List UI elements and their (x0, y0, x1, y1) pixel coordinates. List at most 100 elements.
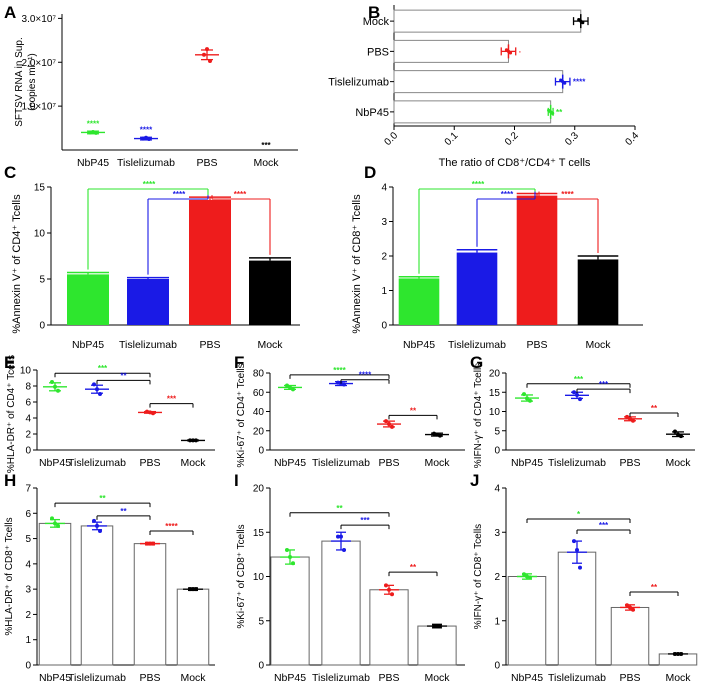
data-point (432, 431, 436, 436)
data-point (56, 523, 60, 528)
x-tick-label: Tislelizumab (68, 672, 126, 682)
data-point (95, 387, 99, 392)
x-tick-label: NbP45 (274, 672, 306, 682)
x-tick-label: NbP45 (39, 672, 71, 682)
data-point (151, 411, 155, 416)
x-tick-label: PBS (378, 672, 399, 682)
data-point (628, 416, 632, 421)
x-tick-label: 0.0 (383, 130, 401, 148)
y-tick-label: 10 (253, 572, 265, 583)
data-point (56, 388, 60, 393)
y-tick-label: 1 (494, 616, 500, 627)
data-point (336, 534, 340, 539)
data-point (53, 384, 57, 389)
panel-letter: H (4, 471, 16, 490)
x-tick-label: Tislelizumab (312, 672, 370, 682)
x-tick-label: Mock (665, 672, 691, 682)
y-tick-label: 80 (253, 369, 265, 380)
sig-label: ** (120, 507, 127, 516)
y-tick-label: 0 (381, 321, 387, 332)
y-axis-label: %Annexin V⁺ of CD8⁺ Tcells (351, 194, 363, 334)
y-axis-label: SFTSV RNA in Sup. (14, 37, 25, 126)
y-tick-label: Tislelizumab (328, 77, 389, 89)
sig-label: **** (165, 522, 178, 531)
y-tick-label: 0 (494, 446, 500, 457)
data-point (628, 605, 632, 610)
panel-letter: D (364, 163, 376, 182)
data-point (92, 518, 96, 523)
data-point (342, 382, 346, 387)
data-point (387, 422, 391, 427)
data-point (575, 547, 579, 552)
bar (38, 522, 72, 666)
data-point (625, 603, 629, 608)
data-point (208, 58, 212, 63)
sig-label: ** (410, 406, 417, 415)
panel-I: I 0 5 10 15 20 NbP45 Tislelizumab PBS Mock %Ki-67⁺… (234, 471, 465, 682)
x-tick-label: Tislelizumab (68, 457, 126, 469)
data-point (285, 383, 289, 388)
y-tick-label: 3 (25, 585, 31, 596)
x-tick-label: PBS (526, 339, 547, 351)
sig-label: **** (234, 190, 247, 199)
data-point (144, 135, 148, 140)
bar (393, 39, 509, 63)
x-tick-label: Mock (424, 457, 450, 469)
panel-letter: I (234, 471, 239, 490)
y-tick-label: 5 (258, 616, 264, 627)
y-tick-label: 0 (258, 446, 264, 457)
y-tick-label: 2 (494, 572, 500, 583)
data-point (194, 438, 198, 443)
data-point (205, 47, 209, 52)
data-point (188, 587, 192, 592)
sig-label: ** (651, 583, 658, 592)
sig-label: ** (99, 494, 106, 503)
data-point (390, 592, 394, 597)
y-tick-label: 40 (253, 407, 265, 418)
x-tick-label: Tislelizumab (312, 457, 370, 469)
y-tick-label: 6 (25, 509, 31, 520)
x-tick-label: PBS (619, 457, 640, 469)
x-tick-label: NbP45 (39, 457, 71, 469)
data-point (141, 136, 145, 141)
x-tick-label: Mock (180, 457, 206, 469)
panel-letter: G (470, 353, 483, 372)
y-tick-label: Mock (363, 16, 390, 28)
data-point (291, 561, 295, 566)
x-tick-label: Mock (180, 672, 206, 682)
bar (67, 274, 109, 325)
bar (557, 551, 597, 666)
data-point (148, 410, 152, 415)
x-tick-label: 0.4 (624, 130, 642, 148)
bar (270, 556, 310, 666)
y-axis-label: %Ki-67⁺ of CD8⁺ Tcells (236, 524, 247, 628)
bar (176, 588, 210, 666)
x-tick-label: Tislelizumab (448, 339, 506, 351)
y-tick-label: 0 (25, 661, 31, 672)
sig-label: ** (120, 371, 127, 380)
data-point (288, 385, 292, 390)
data-point (673, 651, 677, 656)
y-tick-label: 1 (381, 286, 387, 297)
data-point (88, 130, 92, 135)
data-point (285, 547, 289, 552)
bar (127, 279, 169, 325)
sig-label: * (577, 510, 581, 519)
data-point (291, 387, 295, 392)
x-tick-label: Tislelizumab (119, 339, 177, 351)
sig-label: **** (173, 190, 186, 199)
x-tick-label: NbP45 (511, 672, 543, 682)
panel-F: F 0 20 40 60 80 NbP45 Tislelizumab PBS Mock %Ki-67… (234, 353, 465, 469)
y-tick-label: 3 (494, 528, 500, 539)
sig-label: *** (574, 375, 584, 384)
data-point (148, 541, 152, 546)
data-point (572, 539, 576, 544)
sig-label: *** (98, 364, 108, 373)
x-tick-label: Mock (665, 457, 691, 469)
data-point (522, 392, 526, 397)
data-point (145, 409, 149, 414)
x-tick-label: PBS (199, 339, 220, 351)
y-tick-label: 5 (494, 426, 500, 437)
data-point (50, 516, 54, 521)
